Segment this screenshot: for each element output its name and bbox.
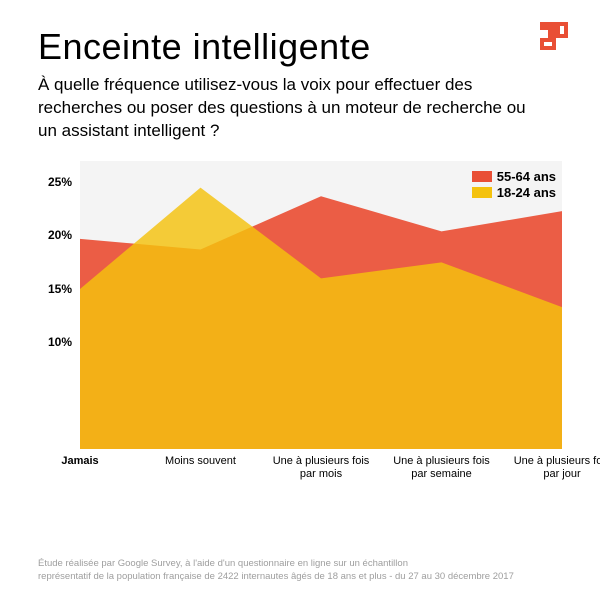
legend-swatch: [472, 171, 492, 182]
x-tick-label: Une à plusieurs fois par semaine: [387, 455, 497, 481]
legend-swatch: [472, 187, 492, 198]
y-tick-label: 10%: [38, 335, 72, 349]
area-chart: 55-64 ans 18-24 ans 10%15%20%25% JamaisM…: [38, 161, 562, 491]
x-tick-label: Une à plusieurs fois par mois: [266, 455, 376, 481]
source-footnote: Étude réalisée par Google Survey, à l'ai…: [38, 558, 514, 584]
y-tick-label: 25%: [38, 175, 72, 189]
x-axis-labels: JamaisMoins souventUne à plusieurs fois …: [38, 455, 562, 495]
chart-subtitle: À quelle fréquence utilisez-vous la voix…: [38, 74, 548, 143]
legend-item: 55-64 ans: [472, 169, 556, 185]
x-tick-label: Jamais: [25, 455, 135, 468]
x-tick-label: Moins souvent: [146, 455, 256, 468]
y-tick-label: 15%: [38, 282, 72, 296]
brand-logo: [540, 22, 568, 55]
chart-title: Enceinte intelligente: [38, 28, 562, 66]
x-tick-label: Une à plusieurs fois par jour: [507, 455, 600, 481]
legend-item: 18-24 ans: [472, 185, 556, 201]
chart-legend: 55-64 ans 18-24 ans: [472, 169, 556, 202]
y-tick-label: 20%: [38, 228, 72, 242]
legend-label: 55-64 ans: [497, 169, 556, 185]
legend-label: 18-24 ans: [497, 185, 556, 201]
